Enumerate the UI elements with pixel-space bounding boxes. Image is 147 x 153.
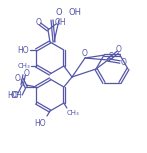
Text: O: O: [36, 17, 42, 26]
Text: CH₃: CH₃: [18, 63, 31, 69]
Text: OH: OH: [54, 17, 66, 26]
Text: O: O: [14, 73, 20, 82]
Text: S: S: [109, 52, 113, 60]
Text: OH: OH: [10, 91, 22, 101]
Text: HO: HO: [34, 119, 46, 127]
Text: O: O: [121, 58, 127, 67]
Text: HO: HO: [17, 45, 29, 54]
Text: O: O: [82, 49, 88, 58]
Text: HO: HO: [7, 91, 19, 99]
Text: O: O: [116, 45, 122, 54]
Text: O: O: [23, 69, 29, 78]
Text: OH: OH: [69, 7, 81, 17]
Text: CH₃: CH₃: [66, 110, 79, 116]
Text: O: O: [56, 7, 62, 17]
